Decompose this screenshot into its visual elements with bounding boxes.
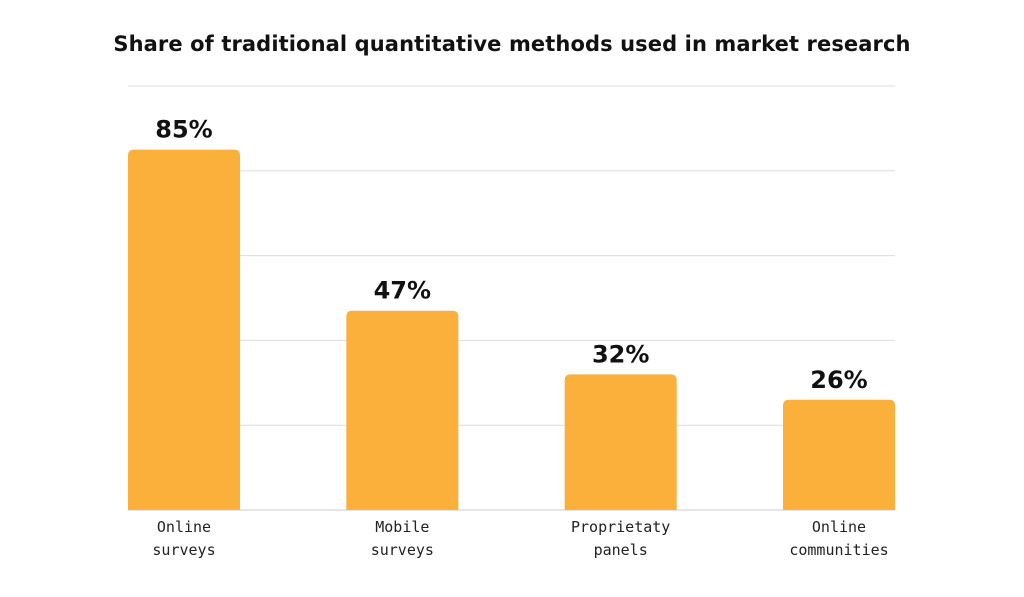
category-label: Online surveys xyxy=(152,518,215,559)
bars xyxy=(128,149,895,510)
bar xyxy=(564,374,677,510)
bar xyxy=(346,310,459,510)
value-label: 26% xyxy=(810,366,867,394)
category-label: Proprietaty panels xyxy=(571,518,670,559)
bar xyxy=(128,149,240,510)
value-label: 85% xyxy=(155,116,212,144)
chart-title: Share of traditional quantitative method… xyxy=(113,32,911,56)
value-label: 47% xyxy=(374,277,431,305)
category-label: Online communities xyxy=(789,518,888,559)
value-labels: 85% 47% 32% 26% xyxy=(155,116,867,394)
category-labels: Online surveys Mobile surveys Proprietaty pan… xyxy=(152,518,888,559)
bar xyxy=(783,399,895,510)
category-label: Mobile surveys xyxy=(371,518,434,559)
gridlines xyxy=(128,85,895,511)
value-label: 32% xyxy=(592,340,649,368)
